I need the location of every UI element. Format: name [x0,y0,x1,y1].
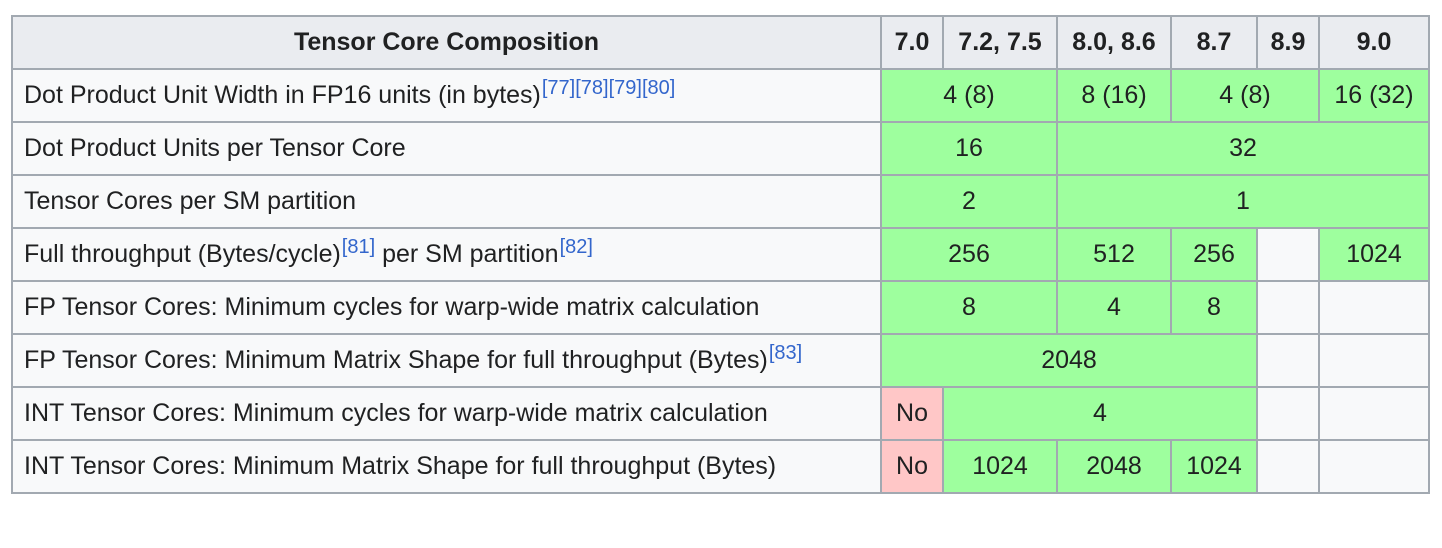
value-cell: 8 [880,280,1058,335]
reference-link[interactable]: [78] [575,77,609,99]
value-cell: 4 [942,386,1258,441]
value-cell: 1 [1056,174,1430,229]
empty-cell [1256,227,1320,282]
value-cell-no: No [880,439,944,494]
row-label: Tensor Cores per SM partition [11,174,882,229]
value-cell: 1024 [942,439,1058,494]
reference-links: [81] [342,236,375,258]
value-cell: 4 (8) [880,68,1058,123]
row-label: Full throughput (Bytes/cycle)[81] per SM… [11,227,882,282]
reference-links: [77][78][79][80] [542,77,675,99]
empty-cell [1318,439,1430,494]
empty-cell [1256,386,1320,441]
header-cc-8-9: 8.9 [1256,15,1320,70]
value-cell: 8 [1170,280,1258,335]
row-label: INT Tensor Cores: Minimum Matrix Shape f… [11,439,882,494]
value-cell: 2 [880,174,1058,229]
value-cell: 1024 [1170,439,1258,494]
value-cell: 4 [1056,280,1172,335]
value-cell: 2048 [1056,439,1172,494]
header-cc-9-0: 9.0 [1318,15,1430,70]
value-cell: 16 [880,121,1058,176]
header-cc-7-0: 7.0 [880,15,944,70]
row-label: Dot Product Unit Width in FP16 units (in… [11,68,882,123]
table-row: INT Tensor Cores: Minimum cycles for war… [11,386,1430,441]
tensor-core-table: Tensor Core Composition 7.0 7.2, 7.5 8.0… [11,15,1430,494]
value-cell: 256 [1170,227,1258,282]
empty-cell [1318,386,1430,441]
header-cc-7-2-7-5: 7.2, 7.5 [942,15,1058,70]
row-label-text: per SM partition [375,240,559,268]
reference-link[interactable]: [81] [341,236,376,258]
value-cell: 1024 [1318,227,1430,282]
empty-cell [1318,333,1430,388]
row-label: FP Tensor Cores: Minimum cycles for warp… [11,280,882,335]
value-cell-no: No [880,386,944,441]
empty-cell [1256,333,1320,388]
table-row: INT Tensor Cores: Minimum Matrix Shape f… [11,439,1430,494]
value-cell: 2048 [880,333,1258,388]
row-label-text: FP Tensor Cores: Minimum Matrix Shape fo… [24,346,768,374]
table-row: Dot Product Unit Width in FP16 units (in… [11,68,1430,123]
reference-links: [82] [560,236,593,258]
value-cell: 256 [880,227,1058,282]
header-title: Tensor Core Composition [11,15,882,70]
value-cell: 8 (16) [1056,68,1172,123]
table-row: FP Tensor Cores: Minimum cycles for warp… [11,280,1430,335]
header-row: Tensor Core Composition 7.0 7.2, 7.5 8.0… [11,15,1430,70]
row-label: FP Tensor Cores: Minimum Matrix Shape fo… [11,333,882,388]
empty-cell [1256,280,1320,335]
empty-cell [1318,280,1430,335]
row-label: INT Tensor Cores: Minimum cycles for war… [11,386,882,441]
empty-cell [1256,439,1320,494]
value-cell: 16 (32) [1318,68,1430,123]
reference-links: [83] [769,342,802,364]
row-label-text: Full throughput (Bytes/cycle) [24,240,341,268]
row-label: Dot Product Units per Tensor Core [11,121,882,176]
table-row: Tensor Cores per SM partition 2 1 [11,174,1430,229]
reference-link[interactable]: [77] [541,77,576,99]
value-cell: 32 [1056,121,1430,176]
table-row: Dot Product Units per Tensor Core 16 32 [11,121,1430,176]
row-label-text: Dot Product Unit Width in FP16 units (in… [24,81,541,109]
table-row: FP Tensor Cores: Minimum Matrix Shape fo… [11,333,1430,388]
table-row: Full throughput (Bytes/cycle)[81] per SM… [11,227,1430,282]
reference-link[interactable]: [83] [768,342,803,364]
reference-link[interactable]: [79] [608,77,642,99]
header-cc-8-7: 8.7 [1170,15,1258,70]
header-cc-8-0-8-6: 8.0, 8.6 [1056,15,1172,70]
value-cell: 512 [1056,227,1172,282]
value-cell: 4 (8) [1170,68,1320,123]
reference-link[interactable]: [82] [559,236,593,258]
reference-link[interactable]: [80] [641,77,676,99]
